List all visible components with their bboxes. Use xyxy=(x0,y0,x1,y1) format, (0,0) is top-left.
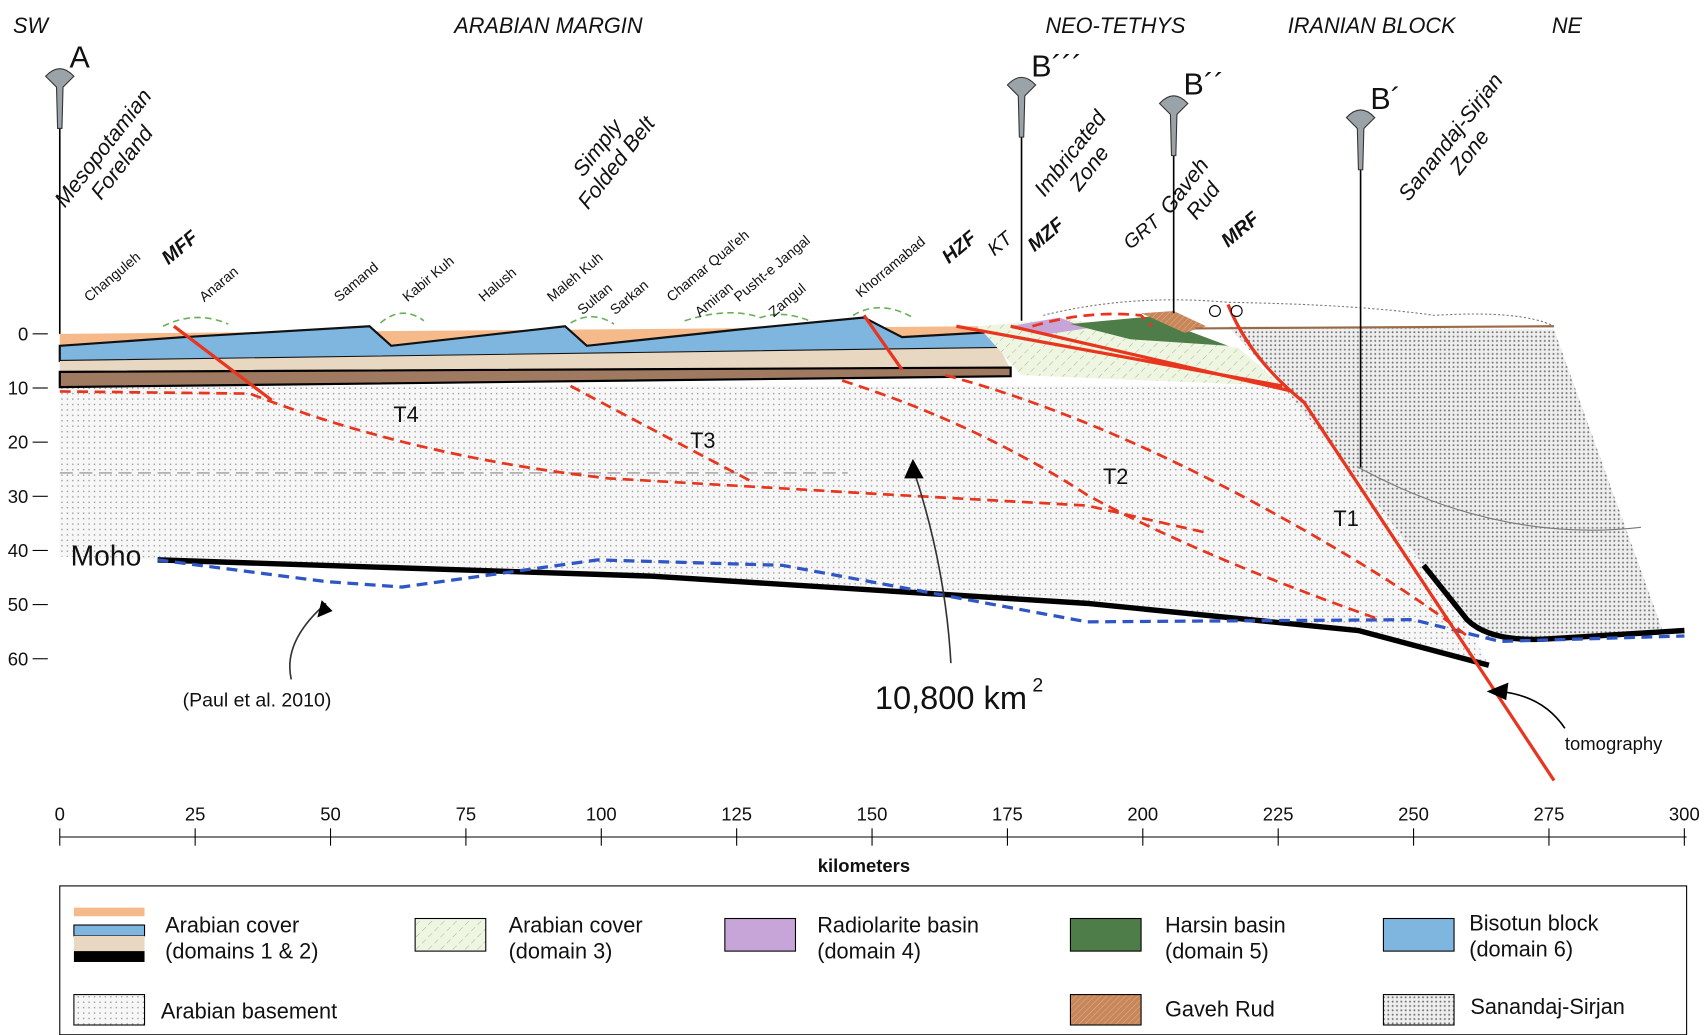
legend-line: (domain 3) xyxy=(509,939,613,964)
cross-section: SW ARABIAN MARGIN NEO-TETHYS IRANIAN BLOCK N… xyxy=(0,0,1704,1035)
swatch-cover xyxy=(74,908,145,962)
well-icon xyxy=(46,69,74,129)
y-tick-label: 10 xyxy=(8,378,29,399)
x-tick-label: 0 xyxy=(55,804,65,825)
legend-label: Bisotun block(domain 6) xyxy=(1469,910,1598,961)
tomo-arrow xyxy=(1500,691,1565,728)
legend-line: Gaveh Rud xyxy=(1165,996,1275,1021)
legend-line: Sanandaj-Sirjan xyxy=(1470,994,1625,1019)
x-axis-label: kilometers xyxy=(818,855,910,876)
legend-line: Radiolarite basin xyxy=(817,913,979,938)
structure-label: Samand xyxy=(331,259,382,305)
legend-line: Arabian cover xyxy=(509,913,643,938)
structure-label: Amiran xyxy=(692,279,737,320)
area-sup: 2 xyxy=(1032,674,1043,696)
y-tick-label: 30 xyxy=(8,486,29,507)
legend-line: (domain 4) xyxy=(817,939,921,964)
x-tick-label: 250 xyxy=(1398,804,1429,825)
well-icon xyxy=(1346,110,1374,170)
well-icon xyxy=(1007,77,1035,137)
well-label: B´´ xyxy=(1183,68,1224,102)
zone-label: SimplyFolded Belt xyxy=(554,96,661,213)
x-tick-label: 200 xyxy=(1127,804,1158,825)
legend-line: (domain 6) xyxy=(1469,937,1573,962)
zone-label: MesopotamianForeland xyxy=(49,84,175,226)
cover-brown xyxy=(60,368,1011,388)
x-tick-label: 75 xyxy=(456,804,477,825)
structure-label: HZF xyxy=(938,226,982,268)
header-label: NEO-TETHYS xyxy=(1045,13,1185,38)
x-tick-label: 100 xyxy=(586,804,617,825)
structure-label: Sultan xyxy=(574,280,615,318)
structure-label: MZF xyxy=(1024,213,1070,256)
motion-out xyxy=(1210,306,1221,317)
structure-label: Changuleh xyxy=(81,248,144,304)
well-label: B´´´ xyxy=(1031,49,1082,83)
legend-label: Arabian cover(domains 1 & 2) xyxy=(165,913,318,964)
moho-label: Moho xyxy=(71,539,142,571)
structure-label: Zangul xyxy=(765,280,808,320)
header-label: ARABIAN MARGIN xyxy=(452,13,643,38)
swatch-basement xyxy=(74,995,145,1025)
x-tick-label: 275 xyxy=(1534,804,1565,825)
legend-label: Harsin basin(domain 5) xyxy=(1165,913,1286,964)
legend-label: Arabian cover(domain 3) xyxy=(509,913,643,964)
y-tick-label: 20 xyxy=(8,432,29,453)
structure-label: Kabir Kuh xyxy=(399,253,457,305)
legend-label: Gaveh Rud xyxy=(1165,996,1275,1021)
thrust-label: T2 xyxy=(1103,464,1128,489)
header-label: SW xyxy=(13,13,50,38)
legend-label: Radiolarite basin(domain 4) xyxy=(817,913,979,964)
swatch-gaveh xyxy=(1070,995,1141,1025)
swatch-bisotun xyxy=(1383,919,1454,952)
swatch-domain3 xyxy=(415,919,486,952)
y-tick-label: 50 xyxy=(8,594,29,615)
thrust-label: T3 xyxy=(690,428,715,453)
zone-label: ImbricatedZone xyxy=(1029,105,1131,216)
zone-label: Sanandaj-SirjanZone xyxy=(1393,68,1527,220)
swatch-radiolarite xyxy=(725,919,796,952)
well-label: B´ xyxy=(1370,82,1400,116)
structure-label: KT xyxy=(983,226,1018,260)
structure-label: MFF xyxy=(158,226,204,269)
structure-label: Halush xyxy=(475,264,519,304)
x-tick-label: 150 xyxy=(857,804,888,825)
area-label: 10,800 km xyxy=(875,679,1027,716)
y-tick-label: 40 xyxy=(8,540,29,561)
header-label: NE xyxy=(1552,13,1583,38)
legend-line: Bisotun block xyxy=(1469,910,1598,935)
well-icon xyxy=(1160,96,1188,156)
tomography-label: tomography xyxy=(1565,733,1663,754)
structure-label: Anaran xyxy=(196,263,241,305)
x-tick-label: 125 xyxy=(721,804,752,825)
legend-line: Arabian cover xyxy=(165,913,299,938)
x-tick-label: 25 xyxy=(185,804,206,825)
swatch-harsin xyxy=(1070,919,1141,952)
y-tick-label: 0 xyxy=(18,323,28,344)
header-label: IRANIAN BLOCK xyxy=(1288,13,1457,38)
legend-line: Harsin basin xyxy=(1165,913,1286,938)
structure-label: MRF xyxy=(1217,207,1264,252)
structure-label: Sarkan xyxy=(607,277,652,318)
legend-line: (domain 5) xyxy=(1165,939,1269,964)
legend-line: Arabian basement xyxy=(161,998,337,1023)
swatch-sanandaj xyxy=(1383,995,1454,1025)
thrust-label: T1 xyxy=(1333,506,1358,531)
motion-in xyxy=(1231,306,1242,317)
paul-label: (Paul et al. 2010) xyxy=(183,690,332,712)
x-tick-label: 300 xyxy=(1669,804,1700,825)
structure-label: Khorramabad xyxy=(852,233,928,300)
thrust-label: T4 xyxy=(393,402,418,427)
legend-label: Sanandaj-Sirjan xyxy=(1470,994,1625,1019)
x-tick-label: 225 xyxy=(1263,804,1294,825)
legend-line: (domains 1 & 2) xyxy=(165,939,318,964)
legend-label: Arabian basement xyxy=(161,998,337,1023)
x-tick-label: 175 xyxy=(992,804,1023,825)
structure-label: GRT xyxy=(1119,210,1166,254)
y-tick-label: 60 xyxy=(8,648,29,669)
well-label: A xyxy=(70,41,91,75)
zone-label: GavehRud xyxy=(1155,153,1233,234)
x-tick-label: 50 xyxy=(320,804,341,825)
